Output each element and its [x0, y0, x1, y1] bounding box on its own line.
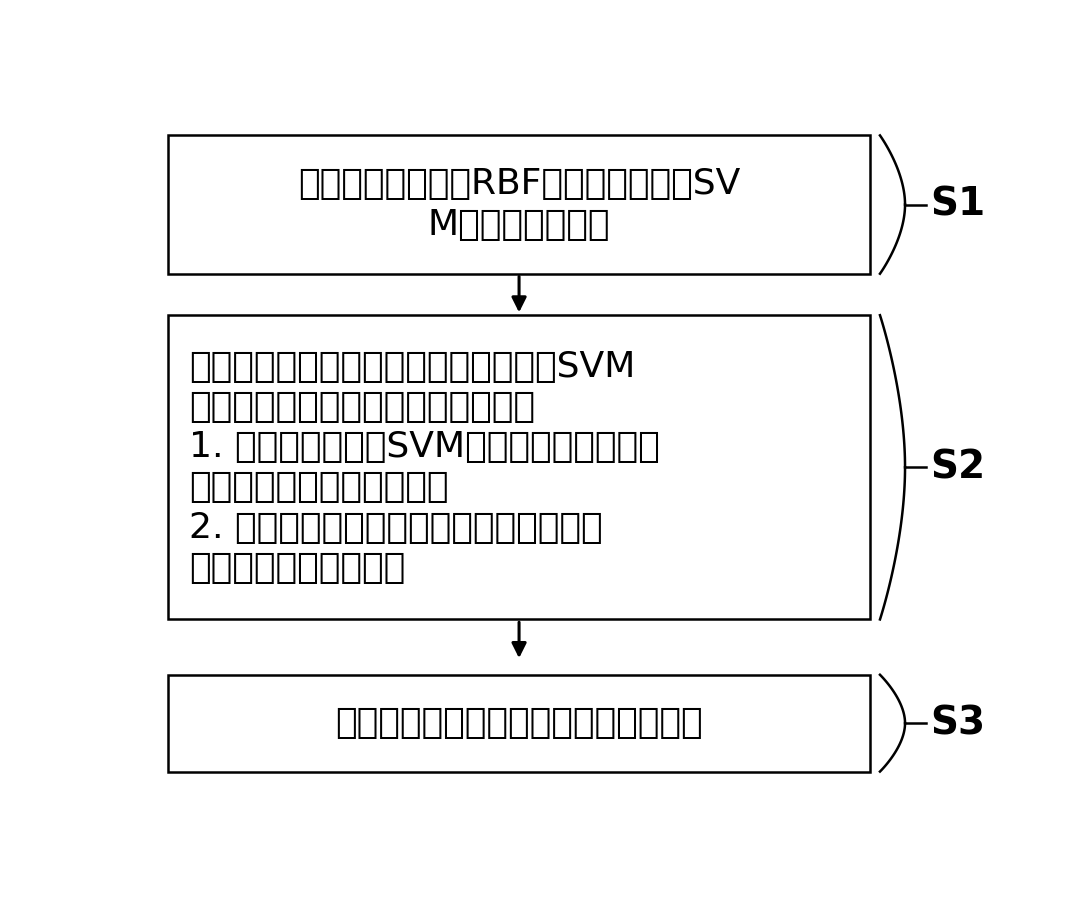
Text: S1: S1 — [930, 186, 985, 224]
Text: 决策函数即为超平面；: 决策函数即为超平面； — [189, 551, 405, 585]
Text: 基于超平面对测试样本点进行故障评估: 基于超平面对测试样本点进行故障评估 — [335, 706, 703, 740]
Text: M云故障预测模型: M云故障预测模型 — [428, 207, 610, 242]
Text: 具有约束条件的二次规划；: 具有约束条件的二次规划； — [189, 471, 448, 505]
Text: 进行训练，所述训练过程具体如下：: 进行训练，所述训练过程具体如下： — [189, 390, 535, 424]
Bar — [168, 136, 870, 274]
Bar — [168, 674, 870, 771]
Bar — [168, 315, 870, 620]
Text: S2: S2 — [930, 448, 985, 487]
Text: S3: S3 — [930, 704, 985, 742]
Text: 1. 基于支持向量机SVM将云故障预测转化为: 1. 基于支持向量机SVM将云故障预测转化为 — [189, 430, 660, 464]
Text: 选择径向基核函数RBF构造支持向量机SV: 选择径向基核函数RBF构造支持向量机SV — [298, 167, 741, 201]
Text: 基于给定的云样本训练集对支持向量机SVM: 基于给定的云样本训练集对支持向量机SVM — [189, 349, 635, 383]
Text: 2. 基于二次规划的解构建决策函数，所述: 2. 基于二次规划的解构建决策函数，所述 — [189, 511, 603, 545]
